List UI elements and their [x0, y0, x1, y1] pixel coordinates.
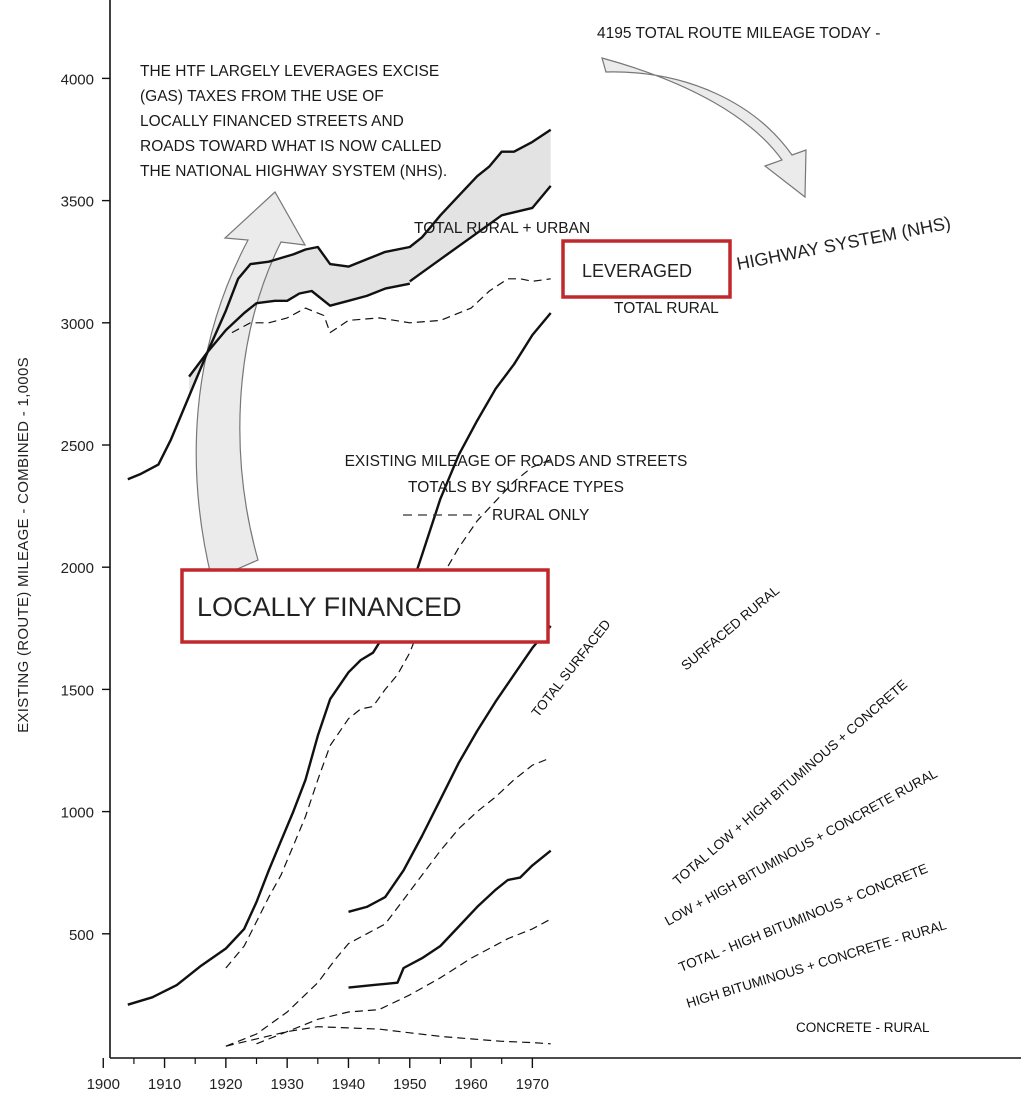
- y-tick-label: 2500: [61, 438, 94, 455]
- series-high-bituminous-concrete-rural: [256, 918, 551, 1045]
- x-tick-label: 1920: [209, 1076, 242, 1093]
- y-tick-label: 1500: [61, 682, 94, 699]
- series-concrete-rural: [225, 1026, 551, 1047]
- y-tick-label: 1000: [61, 805, 94, 822]
- leveraged-highlight-box: [561, 239, 732, 299]
- axes: [109, 0, 1021, 1059]
- htf-note-line: THE NATIONAL HIGHWAY SYSTEM (NHS).: [140, 163, 447, 180]
- htf-note-line: (GAS) TAXES FROM THE USE OF: [140, 88, 384, 105]
- label-nhs-band: HIGHWAY SYSTEM (NHS): [735, 213, 953, 274]
- y-tick-label: 3500: [61, 194, 94, 211]
- annotation-top-right: 4195 TOTAL ROUTE MILEAGE TODAY -: [597, 25, 880, 42]
- label-total-rural-urban: TOTAL RURAL + URBAN: [414, 220, 590, 237]
- series-group: [127, 128, 552, 1047]
- htf-note-line: ROADS TOWARD WHAT IS NOW CALLED: [140, 138, 441, 155]
- arrow-top-right: [601, 57, 807, 199]
- series-total-low-high-bituminous-concrete: [348, 625, 552, 913]
- label-concrete-rural: CONCRETE - RURAL: [796, 1020, 930, 1035]
- ticks: 1900 1910 1920 1930 1940 1950 1960 1970 500 1000 1…: [61, 71, 549, 1093]
- x-tick-label: 1950: [393, 1076, 426, 1093]
- label-locally-financed: LOCALLY FINANCED: [197, 592, 462, 622]
- htf-note-line: THE HTF LARGELY LEVERAGES EXCISE: [140, 63, 439, 80]
- label-leveraged: LEVERAGED: [582, 261, 692, 281]
- y-tick-label: 2000: [61, 560, 94, 577]
- label-total-rural: TOTAL RURAL: [614, 300, 719, 317]
- series-total-rural: [188, 282, 411, 378]
- locally-financed-box: [180, 568, 550, 644]
- series-total-high-bituminous-concrete: [348, 849, 552, 989]
- y-axis-label: EXISTING (ROUTE) MILEAGE - COMBINED - 1,…: [15, 357, 32, 733]
- existing-title-line: TOTALS BY SURFACE TYPES: [408, 479, 624, 496]
- series-nhs-lower-edge: [409, 185, 552, 283]
- series-total-surfaced: [127, 312, 552, 1006]
- existing-title-line: EXISTING MILEAGE OF ROADS AND STREETS: [345, 453, 688, 470]
- y-tick-label: 3000: [61, 316, 94, 333]
- label-surfaced-rural: SURFACED RURAL: [678, 582, 782, 673]
- x-tick-label: 1970: [516, 1076, 549, 1093]
- label-total-high: TOTAL - HIGH BITUMINOUS + CONCRETE: [677, 861, 930, 975]
- arrow-left-up: [195, 191, 307, 581]
- series-total-rural-dashed: [231, 278, 551, 334]
- x-tick-label: 1960: [454, 1076, 487, 1093]
- legend-rural-only: RURAL ONLY: [492, 507, 589, 524]
- y-tick-label: 500: [69, 927, 94, 944]
- x-tick-label: 1910: [148, 1076, 181, 1093]
- htf-note-line: LOCALLY FINANCED STREETS AND: [140, 113, 404, 130]
- label-high-rural: HIGH BITUMINOUS + CONCRETE - RURAL: [684, 917, 948, 1011]
- series-total-rural-urban: [127, 128, 552, 481]
- annotation-htf-note: THE HTF LARGELY LEVERAGES EXCISE (GAS) T…: [140, 63, 447, 180]
- y-tick-label: 4000: [61, 71, 94, 88]
- x-tick-label: 1900: [87, 1076, 120, 1093]
- x-tick-label: 1940: [332, 1076, 365, 1093]
- series-low-high-bituminous-concrete-rural: [225, 757, 551, 1047]
- x-tick-label: 1930: [270, 1076, 303, 1093]
- leveraged-band: [189, 129, 551, 397]
